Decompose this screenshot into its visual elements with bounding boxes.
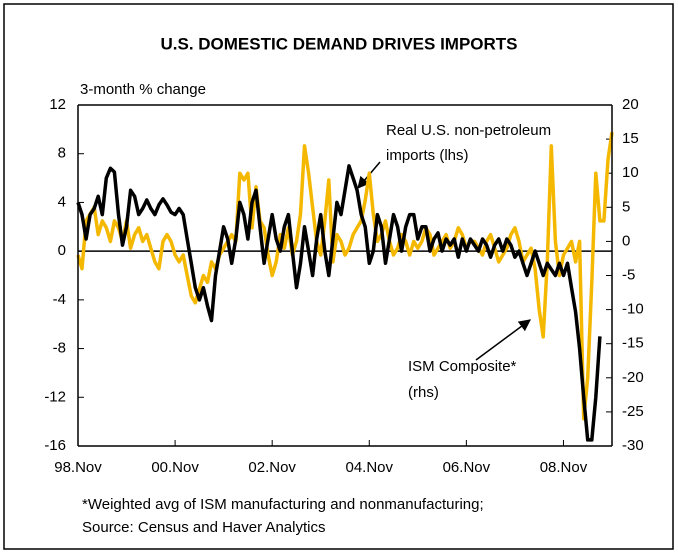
y2-tick-label: -15 <box>622 335 644 352</box>
annotation: imports (lhs) <box>386 147 469 164</box>
annotation: (rhs) <box>408 384 439 401</box>
y-tick-label: -4 <box>53 291 66 308</box>
y-tick-label: -8 <box>53 340 66 357</box>
y2-tick-label: 5 <box>622 198 630 215</box>
annotation-arrow <box>475 319 531 361</box>
x-tick-label: 04.Nov <box>346 459 394 476</box>
y2-tick-label: -10 <box>622 301 644 318</box>
series-line <box>76 164 602 442</box>
y2-tick-label: -20 <box>622 369 644 386</box>
x-tick-label: 98.Nov <box>54 459 102 476</box>
footnote: Source: Census and Haver Analytics <box>82 519 325 536</box>
y-tick-label: 12 <box>49 96 66 113</box>
y-tick-label: 0 <box>58 242 66 259</box>
y2-tick-label: -25 <box>622 403 644 420</box>
y-tick-label: 4 <box>58 193 66 210</box>
y-tick-label: -16 <box>44 437 66 454</box>
y2-tick-label: -5 <box>622 266 635 283</box>
y-tick-label: -12 <box>44 388 66 405</box>
x-tick-label: 06.Nov <box>443 459 491 476</box>
annotation: Real U.S. non-petroleum <box>386 122 551 139</box>
y2-tick-label: 20 <box>622 96 639 113</box>
frame <box>3 3 674 550</box>
x-tick-label: 02.Nov <box>248 459 296 476</box>
y2-tick-label: -30 <box>622 437 644 454</box>
x-tick-label: 00.Nov <box>151 459 199 476</box>
chart-title: U.S. DOMESTIC DEMAND DRIVES IMPORTS <box>160 34 517 53</box>
y-axis-label: 3-month % change <box>80 81 206 98</box>
x-tick-label: 08.Nov <box>540 459 588 476</box>
y2-tick-label: 0 <box>622 232 630 249</box>
y-tick-label: 8 <box>58 145 66 162</box>
y2-tick-label: 10 <box>622 164 639 181</box>
annotation: ISM Composite* <box>408 358 517 375</box>
footnote: *Weighted avg of ISM manufacturing and n… <box>82 496 484 513</box>
y2-tick-label: 15 <box>622 130 639 147</box>
